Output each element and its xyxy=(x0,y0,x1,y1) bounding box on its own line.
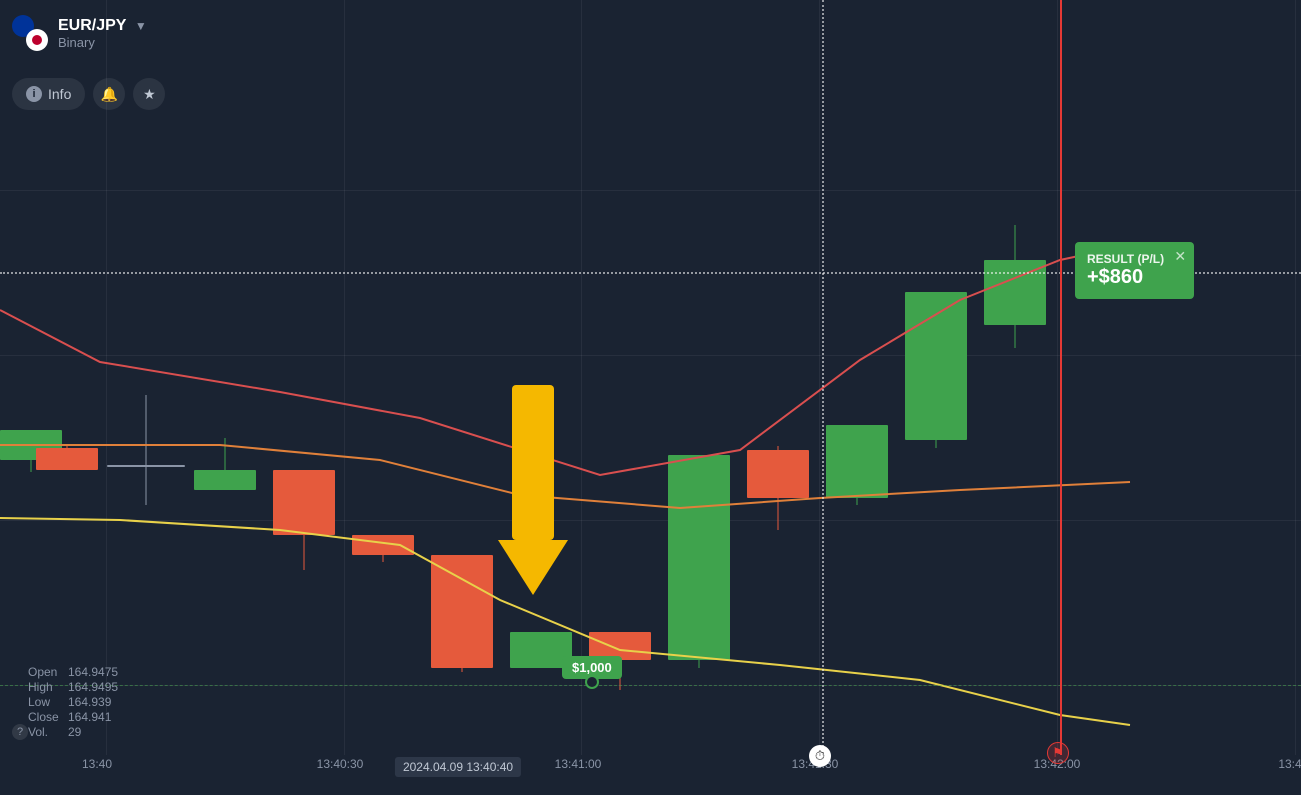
grid-vertical xyxy=(106,0,107,755)
ohlc-low-value: 164.939 xyxy=(68,695,111,709)
ohlc-high-label: High xyxy=(28,680,68,695)
xaxis-tick: 13:40 xyxy=(82,757,112,771)
ohlc-panel: Open164.9475 High164.9495 Low164.939 Clo… xyxy=(28,665,118,740)
trade-amount-label: $1,000 xyxy=(572,660,612,675)
x-axis: 13:4013:40:3013:41:0013:41:3013:42:0013:… xyxy=(0,757,1301,777)
result-box[interactable]: RESULT (P/L) +$860 ✕ xyxy=(1075,242,1194,299)
grid-vertical xyxy=(1295,0,1296,755)
alerts-button[interactable]: 🔔 xyxy=(93,78,125,110)
grid-horizontal xyxy=(0,190,1301,191)
xaxis-tick: 13:4 xyxy=(1278,757,1301,771)
bell-icon: 🔔 xyxy=(101,86,118,103)
star-icon: ★ xyxy=(143,86,156,103)
result-value: +$860 xyxy=(1087,266,1164,289)
chart-area[interactable] xyxy=(0,0,1301,755)
info-icon: i xyxy=(26,86,42,102)
cursor-time-line xyxy=(822,0,824,755)
instrument-type: Binary xyxy=(58,35,147,50)
chart-toolbar: i Info 🔔 ★ xyxy=(12,78,165,110)
grid-vertical xyxy=(344,0,345,755)
ohlc-vol-label: Vol. xyxy=(28,725,68,740)
trade-amount-marker[interactable]: $1,000 xyxy=(562,656,622,679)
help-icon[interactable]: ? xyxy=(12,724,28,740)
ohlc-vol-value: 29 xyxy=(68,725,81,739)
grid-horizontal xyxy=(0,355,1301,356)
chevron-down-icon[interactable]: ▼ xyxy=(135,19,147,33)
xaxis-tick: 13:41:00 xyxy=(555,757,602,771)
down-arrow-annotation xyxy=(512,385,568,595)
grid-vertical xyxy=(581,0,582,755)
close-icon[interactable]: ✕ xyxy=(1174,248,1186,265)
grid-horizontal xyxy=(0,520,1301,521)
pair-symbol: EUR/JPY xyxy=(58,17,126,34)
ohlc-open-label: Open xyxy=(28,665,68,680)
ohlc-high-value: 164.9495 xyxy=(68,680,118,694)
result-title: RESULT (P/L) xyxy=(1087,252,1164,266)
ohlc-low-label: Low xyxy=(28,695,68,710)
entry-price-line xyxy=(0,685,1301,686)
grid-vertical xyxy=(819,0,820,755)
favorite-button[interactable]: ★ xyxy=(133,78,165,110)
ohlc-open-value: 164.9475 xyxy=(68,665,118,679)
info-button[interactable]: i Info xyxy=(12,78,85,110)
ohlc-close-label: Close xyxy=(28,710,68,725)
stopwatch-icon[interactable]: ⏱ xyxy=(809,745,831,767)
xaxis-tick: 13:40:30 xyxy=(317,757,364,771)
pair-flags-icon xyxy=(12,15,48,51)
time-tooltip: 2024.04.09 13:40:40 xyxy=(395,757,521,777)
instrument-header[interactable]: EUR/JPY ▼ Binary xyxy=(12,15,147,51)
flag-icon[interactable]: ⚑ xyxy=(1047,742,1069,764)
ohlc-close-value: 164.941 xyxy=(68,710,111,724)
expiry-line xyxy=(1060,0,1062,755)
info-label: Info xyxy=(48,86,71,102)
grid-vertical xyxy=(1057,0,1058,755)
